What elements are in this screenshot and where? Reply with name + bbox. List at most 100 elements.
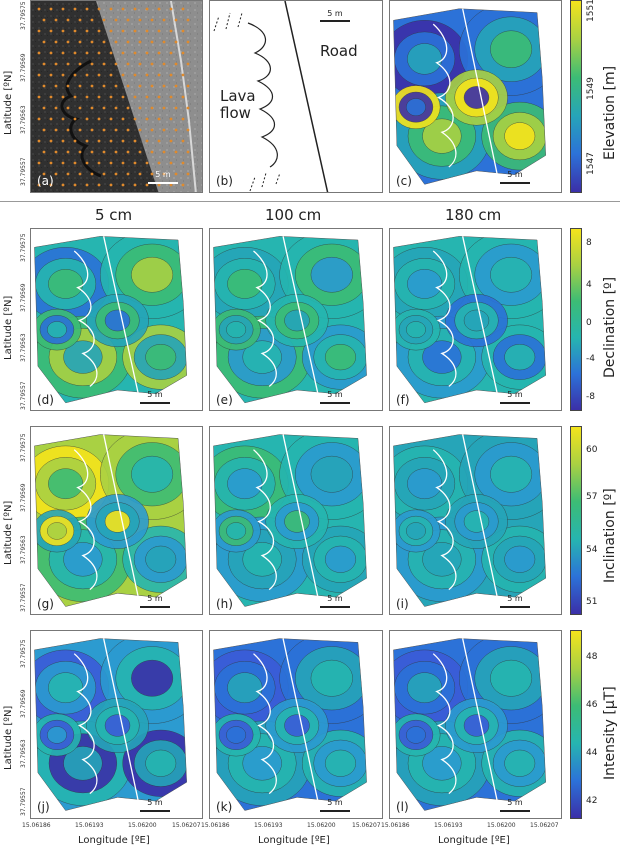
- scale-label-g: 5 m: [147, 594, 163, 603]
- scale-bar-h: [320, 606, 350, 608]
- sketch-lava-label: Lava flow: [220, 87, 256, 122]
- inclination-colorbar: [570, 426, 582, 615]
- y-axis-label-row1: Latitude [ºN]: [3, 70, 14, 135]
- y-axis-label-row2: Latitude [ºN]: [3, 295, 14, 360]
- lat-tick-r2-1: 37.79569: [20, 283, 27, 312]
- lat-tick-r4-3: 37.79557: [20, 787, 27, 816]
- declination-contours-f: [393, 236, 546, 404]
- inclination-map-h: [209, 426, 383, 615]
- photo-image: [31, 1, 202, 192]
- intensity-colorbar-label: Intensity [μT]: [602, 686, 618, 780]
- scale-label-f: 5 m: [507, 390, 523, 399]
- intensity-map-l: [389, 630, 562, 819]
- scale-label-a: 5 m: [155, 170, 171, 179]
- scale-label-d: 5 m: [147, 390, 163, 399]
- y-axis-label-row3: Latitude [ºN]: [3, 500, 14, 565]
- panel-label-i: (i): [396, 597, 409, 611]
- inclination-contours-h: [213, 434, 367, 607]
- inclination-map-g: [30, 426, 203, 615]
- lat-tick-r4-0: 37.79575: [20, 639, 27, 668]
- panel-label-c: (c): [396, 174, 412, 188]
- panel-label-b: (b): [216, 174, 233, 188]
- inclination-tick-60: 60: [586, 445, 598, 455]
- inclination-tick-54: 54: [586, 545, 598, 555]
- declination-tick-m4: -4: [586, 354, 595, 364]
- panel-label-j: (j): [37, 800, 50, 814]
- lon-tick-c1-0: 15.06186: [22, 822, 51, 829]
- scale-label-h: 5 m: [327, 594, 343, 603]
- scale-label-e: 5 m: [327, 390, 343, 399]
- scale-bar-d: [140, 402, 170, 404]
- declination-map-d: [30, 228, 203, 411]
- elevation-tick-1547: 1547: [586, 152, 596, 175]
- lat-tick-r3-2: 37.79563: [20, 535, 27, 564]
- declination-tick-4: 4: [586, 280, 592, 290]
- declination-tick-8: 8: [586, 238, 592, 248]
- lat-tick-r2-3: 37.79557: [20, 381, 27, 410]
- lat-tick-r2-0: 37.79575: [20, 233, 27, 262]
- inclination-colorbar-label: Inclination [º]: [602, 488, 618, 583]
- elevation-colorbar-label: Elevation [m]: [602, 65, 618, 160]
- scale-bar-f: [500, 402, 530, 404]
- scale-bar-l: [500, 810, 530, 812]
- x-axis-label-c1: Longitude [ºE]: [78, 835, 150, 846]
- lat-tick-r1-3: 37.79557: [20, 157, 27, 186]
- lat-tick-r3-1: 37.79569: [20, 483, 27, 512]
- panel-label-k: (k): [216, 800, 233, 814]
- scale-bar-c: [500, 182, 530, 184]
- inclination-contours-i: [393, 434, 546, 607]
- scale-label-b: 5 m: [327, 9, 343, 18]
- x-axis-label-c3: Longitude [ºE]: [438, 835, 510, 846]
- declination-tick-m8: -8: [586, 392, 595, 402]
- intensity-colorbar: [570, 630, 582, 819]
- scale-label-i: 5 m: [507, 594, 523, 603]
- column-title-5cm: 5 cm: [95, 206, 133, 224]
- panel-label-f: (f): [396, 393, 410, 407]
- column-title-180cm: 180 cm: [445, 206, 502, 224]
- lon-tick-c3-0: 15.06186: [381, 822, 410, 829]
- lon-tick-c2-2: 15.06200: [307, 822, 336, 829]
- lat-tick-r4-2: 37.79563: [20, 739, 27, 768]
- lon-tick-c3-1: 15.06193: [434, 822, 463, 829]
- lat-tick-r3-0: 37.79575: [20, 433, 27, 462]
- inclination-contours-g: [34, 434, 187, 607]
- inclination-tick-51: 51: [586, 597, 598, 607]
- lat-tick-r1-2: 37.79563: [20, 105, 27, 134]
- inclination-tick-57: 57: [586, 492, 598, 502]
- scale-bar-b: [320, 20, 350, 22]
- scale-label-c: 5 m: [507, 170, 523, 179]
- intensity-contours-l: [393, 638, 546, 811]
- elevation-contours: [393, 8, 546, 185]
- x-axis-label-c2: Longitude [ºE]: [258, 835, 330, 846]
- panel-label-d: (d): [37, 393, 54, 407]
- declination-tick-0: 0: [586, 318, 592, 328]
- scale-bar-i: [500, 606, 530, 608]
- panel-label-a: (a): [37, 174, 54, 188]
- scale-label-l: 5 m: [507, 798, 523, 807]
- lon-tick-c1-2: 15.06200: [128, 822, 157, 829]
- y-axis-label-row4: Latitude [ºN]: [3, 705, 14, 770]
- scale-label-k: 5 m: [327, 798, 343, 807]
- lat-tick-r3-3: 37.79557: [20, 583, 27, 612]
- panel-label-e: (e): [216, 393, 233, 407]
- panel-label-h: (h): [216, 597, 233, 611]
- intensity-tick-42: 42: [586, 796, 598, 806]
- photo-panel-a: [30, 0, 203, 193]
- intensity-map-k: [209, 630, 383, 819]
- lon-tick-c2-0: 15.06186: [201, 822, 230, 829]
- sketch-road-label: Road: [320, 42, 358, 60]
- declination-contours-d: [34, 236, 187, 404]
- lon-tick-c3-3: 15.06207: [530, 822, 559, 829]
- sketch-panel-b: [209, 0, 383, 193]
- section-divider: [0, 201, 620, 202]
- intensity-map-j: [30, 630, 203, 819]
- lat-tick-r1-1: 37.79569: [20, 53, 27, 82]
- column-title-100cm: 100 cm: [265, 206, 322, 224]
- inclination-map-i: [389, 426, 562, 615]
- elevation-map-c: [389, 0, 562, 193]
- intensity-tick-44: 44: [586, 748, 598, 758]
- elevation-colorbar: [570, 0, 582, 193]
- lon-tick-c1-3: 15.06207: [172, 822, 201, 829]
- lon-tick-c3-2: 15.06200: [487, 822, 516, 829]
- intensity-contours-k: [213, 638, 367, 811]
